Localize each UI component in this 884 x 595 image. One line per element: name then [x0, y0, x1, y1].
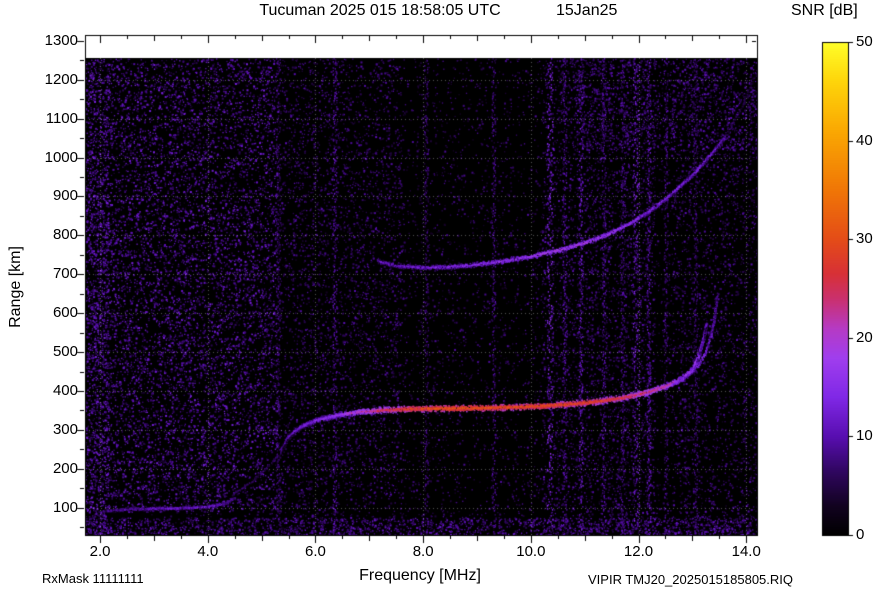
- colorbar-tick-label: 50: [856, 33, 873, 50]
- y-tick-label: 1200: [44, 70, 78, 88]
- y-axis-title: Range [km]: [7, 246, 24, 328]
- plot-title: Tucuman 2025 015 18:58:05 UTC: [259, 2, 501, 19]
- y-tick-label: 400: [52, 382, 78, 400]
- y-tick-label: 300: [52, 420, 78, 438]
- x-tick-label: 10.0: [516, 543, 546, 560]
- x-tick-label: 4.0: [197, 543, 219, 560]
- rxmask-annotation: RxMask 11111111: [42, 571, 144, 586]
- y-tick-label: 900: [52, 187, 78, 205]
- y-tick-label: 600: [52, 304, 78, 322]
- y-tick-label: 700: [52, 265, 78, 283]
- colorbar-tick-label: 30: [856, 230, 873, 248]
- y-tick-label: 100: [52, 498, 78, 516]
- colorbar-tick-label: 40: [856, 131, 873, 149]
- colorbar-tick-label: 0: [856, 526, 865, 543]
- x-tick-label: 14.0: [731, 543, 761, 560]
- colorbar-tick-label: 20: [856, 328, 873, 346]
- y-tick-label: 200: [52, 459, 78, 477]
- x-tick-label: 2.0: [89, 543, 111, 560]
- y-tick-label: 1000: [44, 148, 78, 166]
- y-tick-label: 800: [52, 226, 78, 244]
- y-tick-label: 1300: [44, 31, 78, 49]
- y-tick-label: 500: [52, 343, 78, 361]
- plot-date: 15Jan25: [556, 2, 618, 19]
- colorbar-tick-label: 10: [856, 427, 873, 445]
- x-tick-label: 12.0: [623, 543, 654, 560]
- colorbar-title: SNR [dB]: [791, 2, 858, 19]
- x-axis-title: Frequency [MHz]: [359, 567, 481, 584]
- y-tick-label: 1100: [45, 109, 78, 127]
- x-tick-label: 8.0: [412, 543, 434, 560]
- x-tick-label: 6.0: [305, 543, 326, 560]
- data-file-annotation: VIPIR TMJ20_2025015185805.RIQ: [588, 572, 794, 587]
